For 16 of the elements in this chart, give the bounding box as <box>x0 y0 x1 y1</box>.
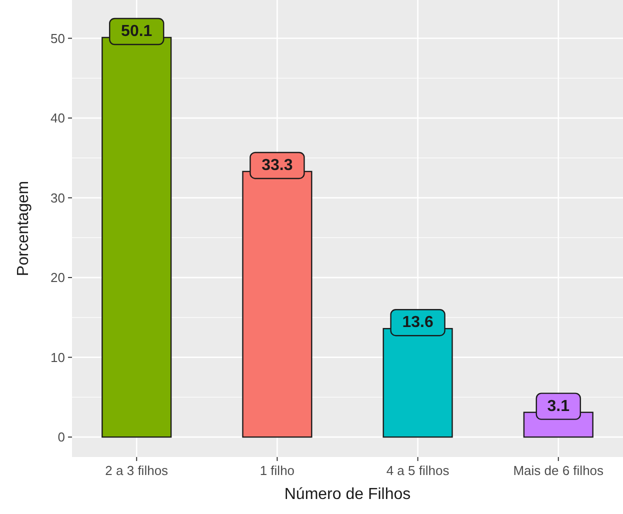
y-tick-label: 20 <box>50 270 65 286</box>
y-axis-title: Porcentagem <box>15 180 32 276</box>
data-label: 50.1 <box>121 22 152 40</box>
y-tick-label: 30 <box>50 190 65 206</box>
data-label: 13.6 <box>402 314 434 332</box>
x-tick-label: 4 a 5 filhos <box>386 463 450 478</box>
data-label: 33.3 <box>262 156 293 174</box>
y-tick-label: 40 <box>50 110 65 126</box>
y-tick-label: 10 <box>50 350 65 365</box>
y-tick-label: 0 <box>58 430 65 445</box>
x-axis-title: Número de Filhos <box>284 486 411 503</box>
x-tick-label: 1 filho <box>260 463 295 478</box>
y-tick-label: 50 <box>50 30 65 46</box>
data-label: 3.1 <box>547 398 570 415</box>
x-tick-label: Mais de 6 filhos <box>513 463 604 478</box>
x-tick-label: 2 a 3 filhos <box>105 463 169 478</box>
